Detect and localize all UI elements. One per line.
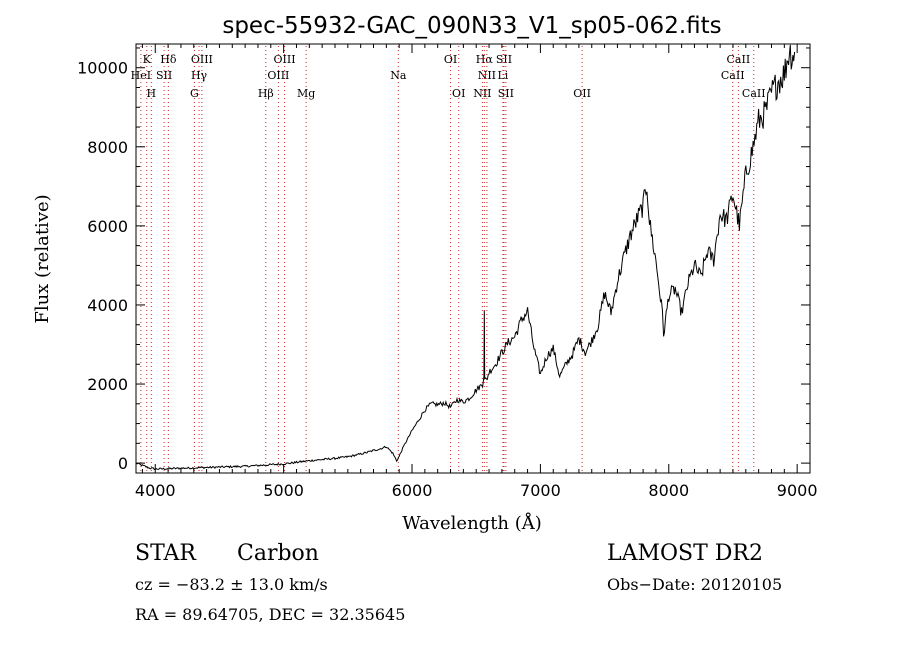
y-tick-label: 4000 [87,296,128,315]
obs-date: Obs−Date: 20120105 [607,575,782,594]
y-axis: 0 2000 4000 6000 8000 10000 [77,47,810,473]
spectral-line-label: OIII [267,69,289,82]
spectral-line-label: OI [444,53,457,66]
spectral-line-label: Hβ [258,87,274,100]
x-tick-label: 7000 [520,481,561,500]
object-subclass: Carbon [237,541,319,566]
y-tick-label: 6000 [87,217,128,236]
spectral-line-label: OIII [274,53,296,66]
spectral-line-label: CaII [721,69,745,82]
spectral-line-label: SII [498,87,514,100]
chart-title: spec-55932-GAC_090N33_V1_sp05-062.fits [222,13,721,39]
spectral-line-label: OII [573,87,591,100]
y-axis-label: Flux (relative) [32,194,53,323]
y-tick-label: 2000 [87,375,128,394]
survey-name: LAMOST DR2 [607,541,763,566]
spectral-line-label: NII [473,87,491,100]
spectral-line-label: G [190,87,199,100]
spectrum-line [135,44,796,471]
plot-frame [135,43,811,474]
spectral-line-label: HeI [131,69,151,82]
spectral-line-label: OI [452,87,465,100]
spectral-line-label: Mg [297,87,315,100]
spectral-line-label: K [143,53,152,66]
x-tick-label: 6000 [392,481,433,500]
x-axis-label: Wavelength (Å) [402,512,542,534]
object-type: STAR [135,541,197,566]
spectral-line-label: Hα [476,53,494,66]
redshift-text: cz = −83.2 ± 13.0 km/s [135,575,328,594]
y-tick-label: 8000 [87,138,128,157]
spectral-line-label: NII [478,69,496,82]
coordinates: RA = 89.64705, DEC = 32.35645 [135,605,405,624]
spectral-line-label: Hδ [160,53,177,66]
y-tick-label: 0 [118,454,128,473]
spectral-line-label: OIII [191,53,213,66]
spectral-line-label: SII [156,69,172,82]
x-tick-label: 5000 [263,481,304,500]
x-tick-label: 9000 [777,481,818,500]
x-tick-label: 8000 [648,481,689,500]
spectral-line-label: Hγ [191,69,208,82]
spectral-line-label: SII [496,53,512,66]
spectral-line-label: Na [390,69,407,82]
x-axis: 4000 5000 6000 7000 8000 9000 [135,44,818,500]
y-tick-label: 10000 [77,59,128,78]
x-tick-label: 4000 [135,481,176,500]
spectral-line-label: Li [497,69,508,82]
spectral-line-label: CaII [742,87,766,100]
spectral-line-label: CaII [727,53,751,66]
spectral-line-label: H [146,87,156,100]
